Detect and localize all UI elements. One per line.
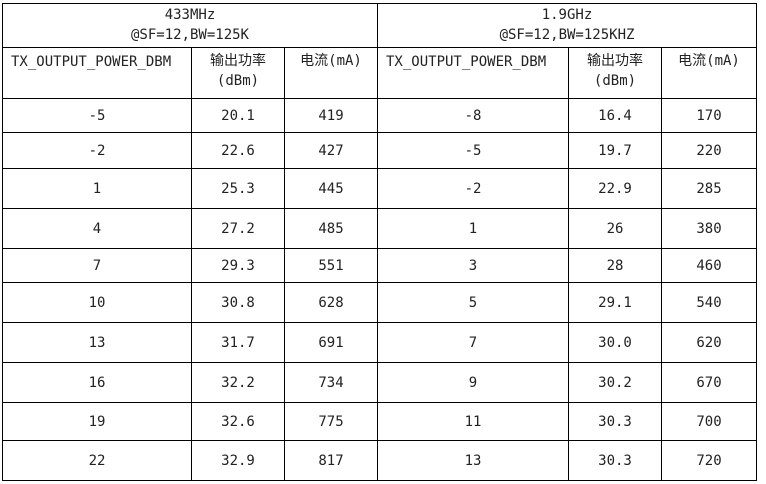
cell-433-setting: 13 xyxy=(2,322,192,363)
cell-19g-output-power: 22.9 xyxy=(568,168,662,209)
cell-433-current: 775 xyxy=(284,402,378,441)
cell-19g-current: 620 xyxy=(661,322,757,363)
group-condition: @SF=12,BW=125K xyxy=(130,27,249,43)
column-header-row: TX_OUTPUT_POWER_DBM 输出功率 (dBm) 电流(mA) TX… xyxy=(2,47,757,99)
cell-433-setting: 19 xyxy=(2,402,192,441)
cell-19g-output-power: 30.0 xyxy=(568,322,662,363)
cell-433-setting: 22 xyxy=(2,440,192,481)
column-header-setting: TX_OUTPUT_POWER_DBM xyxy=(2,47,192,99)
cell-19g-current: 670 xyxy=(661,362,757,403)
table-row: -2 22.6 427 -5 19.7 220 xyxy=(2,132,757,169)
table-row: 4 27.2 485 1 26 380 xyxy=(2,208,757,249)
cell-19g-setting: 7 xyxy=(377,322,569,363)
table-row: -5 20.1 419 -8 16.4 170 xyxy=(2,98,757,133)
cell-19g-output-power: 30.3 xyxy=(568,402,662,441)
cell-19g-setting: 1 xyxy=(377,208,569,249)
table-row: 22 32.9 817 13 30.3 720 xyxy=(2,440,757,481)
table-row: 10 30.8 628 5 29.1 540 xyxy=(2,282,757,323)
cell-433-output-power: 22.6 xyxy=(191,132,285,169)
cell-433-current: 628 xyxy=(284,282,378,323)
cell-19g-output-power: 28 xyxy=(568,248,662,283)
cropped-next-line xyxy=(0,478,766,484)
cell-433-output-power: 20.1 xyxy=(191,98,285,133)
cell-19g-current: 220 xyxy=(661,132,757,169)
column-header-output-power: 输出功率 (dBm) xyxy=(568,47,662,99)
cell-433-setting: 10 xyxy=(2,282,192,323)
cell-19g-current: 380 xyxy=(661,208,757,249)
cell-433-current: 691 xyxy=(284,322,378,363)
group-header-row: 433MHz @SF=12,BW=125K 1.9GHz @SF=12,BW=1… xyxy=(2,3,757,48)
cell-433-output-power: 32.6 xyxy=(191,402,285,441)
cell-19g-setting: 11 xyxy=(377,402,569,441)
table-row: 7 29.3 551 3 28 460 xyxy=(2,248,757,283)
cell-433-output-power: 30.8 xyxy=(191,282,285,323)
group-frequency: 433MHz xyxy=(164,7,216,23)
cell-19g-setting: 9 xyxy=(377,362,569,403)
cell-19g-setting: 13 xyxy=(377,440,569,481)
cell-433-current: 734 xyxy=(284,362,378,403)
cell-433-current: 485 xyxy=(284,208,378,249)
table-row: 13 31.7 691 7 30.0 620 xyxy=(2,322,757,363)
cell-19g-output-power: 30.2 xyxy=(568,362,662,403)
cell-19g-output-power: 16.4 xyxy=(568,98,662,133)
cell-19g-output-power: 29.1 xyxy=(568,282,662,323)
table-row: 16 32.2 734 9 30.2 670 xyxy=(2,362,757,403)
cell-433-setting: -2 xyxy=(2,132,192,169)
group-frequency: 1.9GHz xyxy=(541,7,593,23)
cell-433-output-power: 31.7 xyxy=(191,322,285,363)
column-header-current: 电流(mA) xyxy=(661,47,757,99)
cell-19g-output-power: 30.3 xyxy=(568,440,662,481)
cell-433-setting: 1 xyxy=(2,168,192,209)
cell-433-current: 551 xyxy=(284,248,378,283)
cell-433-current: 419 xyxy=(284,98,378,133)
cell-433-output-power: 29.3 xyxy=(191,248,285,283)
group-1-9ghz-header: 1.9GHz @SF=12,BW=125KHZ xyxy=(377,3,757,48)
cell-19g-current: 285 xyxy=(661,168,757,209)
cell-19g-current: 540 xyxy=(661,282,757,323)
column-header-output-power: 输出功率 (dBm) xyxy=(191,47,285,99)
cell-433-current: 427 xyxy=(284,132,378,169)
cell-19g-current: 170 xyxy=(661,98,757,133)
cell-19g-output-power: 19.7 xyxy=(568,132,662,169)
cell-19g-current: 460 xyxy=(661,248,757,283)
tx-power-table: 433MHz @SF=12,BW=125K 1.9GHz @SF=12,BW=1… xyxy=(2,3,757,481)
table-row: 19 32.6 775 11 30.3 700 xyxy=(2,402,757,441)
column-header-setting: TX_OUTPUT_POWER_DBM xyxy=(377,47,569,99)
cell-19g-setting: 3 xyxy=(377,248,569,283)
cell-433-output-power: 27.2 xyxy=(191,208,285,249)
cell-433-setting: 7 xyxy=(2,248,192,283)
cell-433-output-power: 25.3 xyxy=(191,168,285,209)
cell-433-current: 445 xyxy=(284,168,378,209)
cell-19g-output-power: 26 xyxy=(568,208,662,249)
table-row: 1 25.3 445 -2 22.9 285 xyxy=(2,168,757,209)
cell-19g-setting: 5 xyxy=(377,282,569,323)
cell-433-output-power: 32.2 xyxy=(191,362,285,403)
cell-433-output-power: 32.9 xyxy=(191,440,285,481)
group-433mhz-header: 433MHz @SF=12,BW=125K xyxy=(2,3,378,48)
cell-19g-current: 700 xyxy=(661,402,757,441)
column-header-current: 电流(mA) xyxy=(284,47,378,99)
cell-433-setting: 4 xyxy=(2,208,192,249)
cell-433-setting: 16 xyxy=(2,362,192,403)
cell-19g-setting: -5 xyxy=(377,132,569,169)
cell-19g-setting: -2 xyxy=(377,168,569,209)
cell-433-setting: -5 xyxy=(2,98,192,133)
cell-19g-setting: -8 xyxy=(377,98,569,133)
cell-19g-current: 720 xyxy=(661,440,757,481)
cell-433-current: 817 xyxy=(284,440,378,481)
group-condition: @SF=12,BW=125KHZ xyxy=(499,27,635,43)
